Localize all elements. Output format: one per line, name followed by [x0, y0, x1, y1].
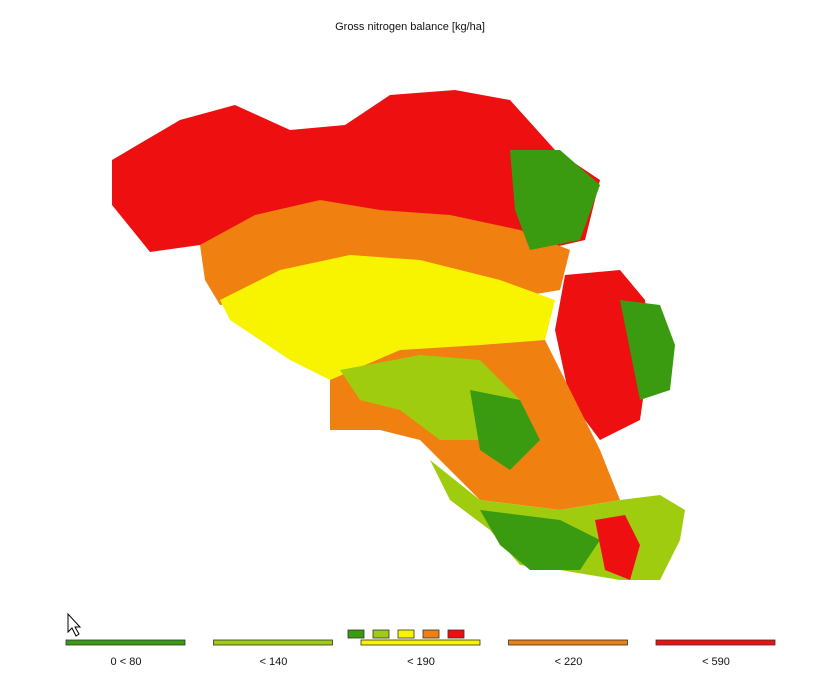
legend-label: 0 < 80	[111, 656, 142, 668]
legend-swatch	[372, 629, 390, 639]
legend-label: < 220	[555, 656, 583, 668]
region	[620, 300, 675, 400]
region	[595, 515, 640, 580]
region	[112, 90, 600, 255]
legend-label: < 590	[702, 656, 730, 668]
legend-swatch	[397, 629, 415, 639]
legend-label: < 190	[407, 656, 435, 668]
mouse-cursor	[67, 612, 82, 637]
region	[510, 150, 600, 250]
legend-bar	[213, 639, 333, 646]
legend-swatch	[447, 629, 465, 639]
legend-swatch	[347, 629, 365, 639]
legend-bar	[508, 639, 628, 646]
legend-label: < 140	[260, 656, 288, 668]
legend-bar	[360, 639, 481, 646]
legend: 0 < 80 < 140 < 190 < 220 < 590	[65, 629, 776, 668]
belgium-map	[112, 90, 685, 580]
legend-bar	[65, 639, 186, 646]
legend-swatch	[422, 629, 440, 639]
region	[470, 390, 540, 470]
map-title: Gross nitrogen balance [kg/ha]	[335, 21, 485, 33]
region	[480, 510, 600, 570]
legend-bar	[655, 639, 776, 646]
region	[220, 255, 555, 380]
